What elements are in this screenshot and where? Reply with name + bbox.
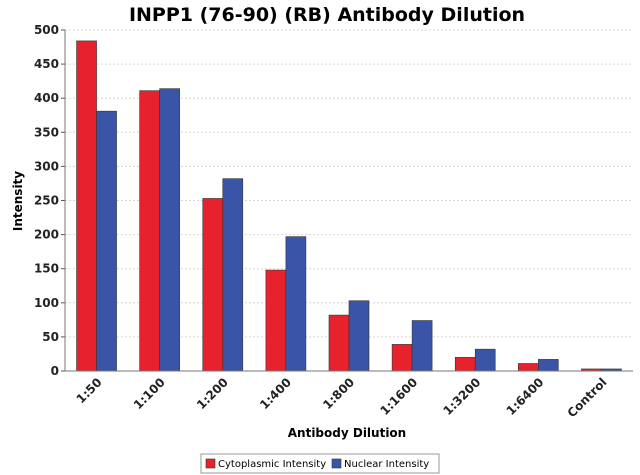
legend-box	[200, 453, 440, 474]
y-tick-label: 100	[34, 296, 59, 310]
x-tick-label: 1:400	[257, 375, 294, 412]
y-tick-label: 400	[34, 91, 59, 105]
bar-nuclear	[348, 300, 370, 372]
y-tick-label: 350	[34, 125, 59, 139]
x-tick-label: 1:200	[194, 375, 231, 412]
y-tick-label: 300	[34, 159, 59, 173]
bar-cytoplasmic	[391, 344, 413, 372]
bar-nuclear	[285, 236, 307, 372]
bar-nuclear	[474, 348, 496, 372]
bar-cytoplasmic	[139, 90, 160, 372]
x-tick-label: 1:6400	[504, 375, 547, 418]
x-tick-label: 1:800	[320, 375, 357, 412]
y-tick-label: 50	[42, 330, 59, 344]
bar-nuclear	[159, 88, 180, 372]
bar-nuclear	[96, 110, 117, 372]
bar-cytoplasmic	[328, 314, 350, 372]
legend-label: Cytoplasmic Intensity	[218, 459, 326, 470]
legend-swatch	[205, 458, 216, 469]
y-tick-label: 250	[34, 194, 59, 208]
bar-nuclear	[222, 178, 244, 372]
y-tick-label: 150	[34, 262, 59, 276]
chart-title: INPP1 (76-90) (RB) Antibody Dilution	[129, 4, 525, 26]
x-tick-label: 1:3200	[441, 375, 484, 418]
grid-lines	[65, 29, 633, 338]
bar-cytoplasmic	[76, 40, 97, 372]
x-tick-label: 1:1600	[377, 375, 420, 418]
x-axis-label: Antibody Dilution	[288, 426, 406, 440]
bar-cytoplasmic	[518, 363, 539, 372]
x-tick-label: 1:100	[131, 375, 168, 412]
bar-nuclear	[411, 320, 433, 372]
x-tick-label: 1:50	[74, 375, 105, 406]
bar-nuclear	[538, 359, 559, 372]
y-tick-label: 0	[51, 364, 59, 378]
y-axis-label: Intensity	[11, 171, 25, 231]
legend: Cytoplasmic Intensity Nuclear Intensity	[200, 453, 440, 474]
y-tick-label: 500	[34, 23, 59, 37]
bar-cytoplasmic	[202, 198, 224, 372]
bar-cytoplasmic	[265, 269, 287, 372]
x-tick-label: Control	[565, 375, 610, 420]
y-tick-label: 450	[34, 57, 59, 71]
bar-cytoplasmic	[454, 357, 476, 372]
legend-swatch	[331, 458, 342, 469]
legend-label: Nuclear Intensity	[344, 459, 429, 470]
bars	[76, 40, 622, 372]
y-tick-label: 200	[34, 228, 59, 242]
